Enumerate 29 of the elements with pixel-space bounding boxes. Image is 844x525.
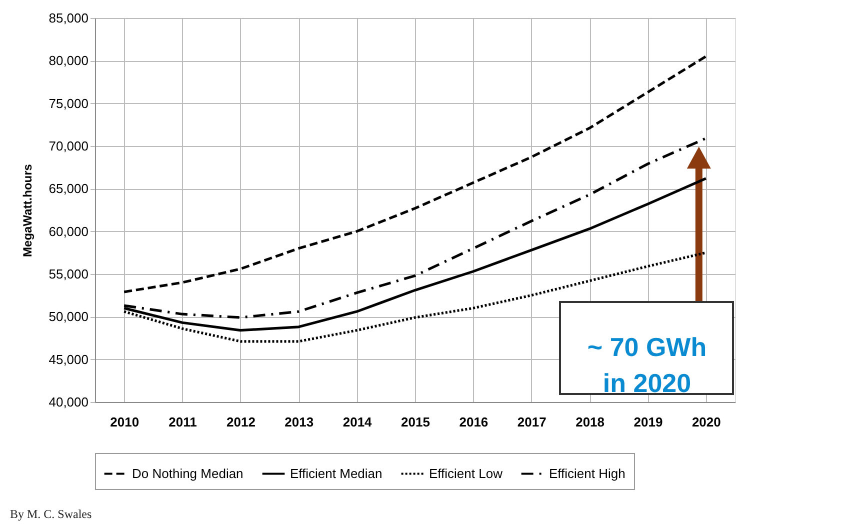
line-series (122, 55, 708, 294)
y-tick-label: 60,000 (48, 224, 88, 239)
x-tick-label: 2018 (576, 414, 605, 430)
y-tick-label: 40,000 (48, 394, 88, 410)
y-tick-label: 45,000 (48, 352, 88, 367)
x-tick-label: 2016 (459, 414, 488, 430)
y-tick-label: 50,000 (48, 309, 88, 324)
x-tick-label: 2012 (226, 414, 256, 430)
x-tick-label: 2014 (342, 414, 373, 430)
y-tick-label: 70,000 (48, 138, 88, 154)
x-tick-label: 2017 (517, 414, 546, 430)
legend-label: Do Nothing Median (132, 466, 244, 481)
x-tick-label: 2020 (692, 414, 721, 430)
annotation: ~ 70 GWh in 2020 (587, 332, 707, 398)
text: By M. C. Swales (10, 507, 92, 521)
y-tick-label: 65,000 (48, 181, 88, 196)
legend-label: Efficient Low (429, 466, 504, 481)
y-tick-label: 55,000 (48, 266, 88, 282)
legend-label: Efficient Median (290, 466, 382, 481)
x-tick-label: 2010 (110, 414, 140, 430)
x-tick-label: 2013 (284, 414, 314, 430)
x-tick-label: 2015 (401, 414, 430, 430)
x-tick-label: 2019 (634, 414, 663, 430)
y-tick-label: 85,000 (48, 10, 88, 26)
y-tick-label: 75,000 (48, 96, 88, 111)
legend-label: Efficient High (549, 466, 626, 481)
x-tick-label: 2011 (168, 414, 197, 430)
y-axis-title: MegaWatt.hours (20, 164, 35, 257)
y-tick-label: 80,000 (48, 53, 88, 68)
